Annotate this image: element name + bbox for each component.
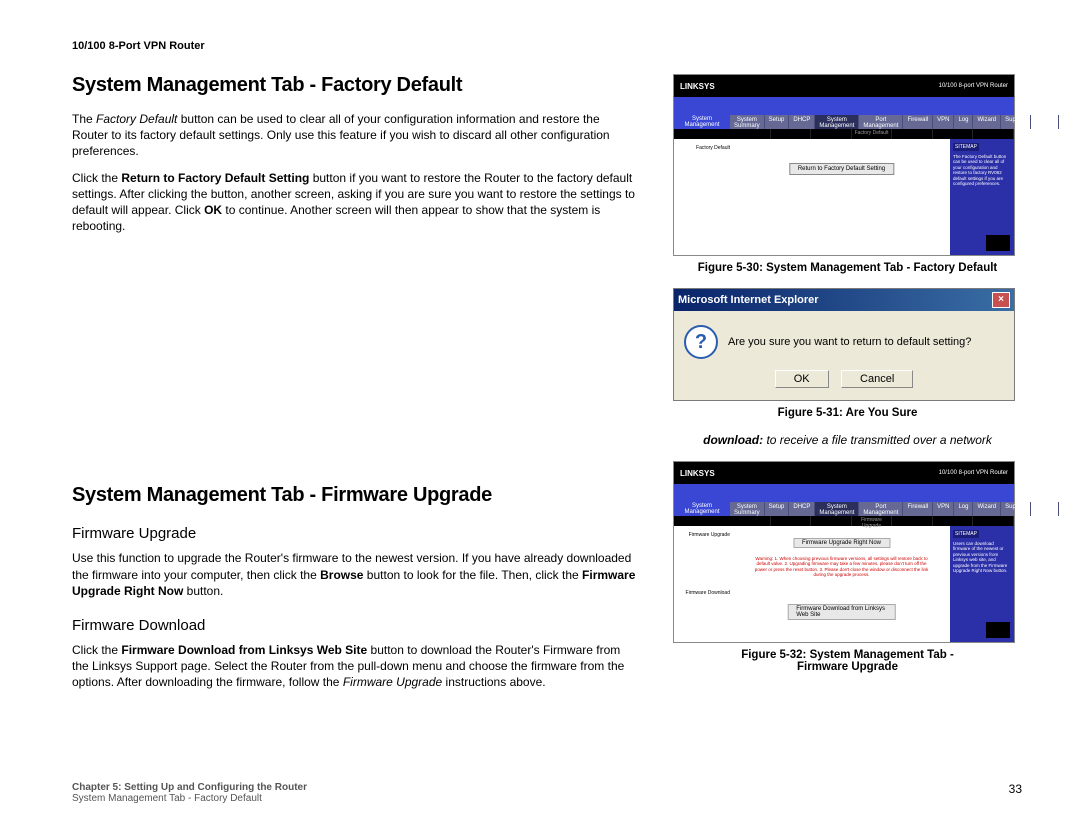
section1-p1: The Factory Default button can be used t…: [72, 111, 637, 160]
section1-title: System Management Tab - Factory Default: [72, 74, 637, 97]
product-header: 10/100 8-Port VPN Router: [72, 40, 1022, 52]
page-footer: Chapter 5: Setting Up and Configuring th…: [72, 782, 1022, 804]
firmware-download-button[interactable]: Firmware Download from Linksys Web Site: [787, 604, 896, 620]
firmware-warning: Warning: 1. When choosing previous firmw…: [752, 556, 932, 578]
firmware-upgrade-button[interactable]: Firmware Upgrade Right Now: [793, 538, 890, 548]
figure-31-caption: Figure 5-31: Are You Sure: [673, 407, 1022, 419]
figure-30-screenshot: LINKSYS10/100 8-port VPN Router System M…: [673, 74, 1015, 256]
cancel-button[interactable]: Cancel: [841, 370, 913, 388]
page-number: 33: [1009, 782, 1022, 804]
figure-32-caption: Figure 5-32: System Management Tab -Firm…: [673, 649, 1022, 673]
section2-p3: Use this function to upgrade the Router'…: [72, 550, 637, 599]
figure-30-caption: Figure 5-30: System Management Tab - Fac…: [673, 262, 1022, 274]
left-column: System Management Tab - Factory Default …: [72, 74, 637, 700]
dialog-message: Are you sure you want to return to defau…: [728, 336, 971, 348]
download-note: download: to receive a file transmitted …: [673, 433, 1022, 447]
section2-sub2: Firmware Download: [72, 617, 637, 634]
ok-button[interactable]: OK: [775, 370, 829, 388]
section2-title: System Management Tab - Firmware Upgrade: [72, 484, 637, 507]
section2-p4: Click the Firmware Download from Linksys…: [72, 642, 637, 691]
factory-default-button[interactable]: Return to Factory Default Setting: [789, 163, 894, 175]
section2-sub1: Firmware Upgrade: [72, 525, 637, 542]
close-icon[interactable]: ×: [992, 292, 1010, 308]
section1-p2: Click the Return to Factory Default Sett…: [72, 170, 637, 235]
figure-32-screenshot: LINKSYS10/100 8-port VPN Router System M…: [673, 461, 1015, 643]
right-column: LINKSYS10/100 8-port VPN Router System M…: [673, 74, 1022, 700]
dialog-title: Microsoft Internet Explorer: [678, 294, 819, 306]
figure-31-dialog: Microsoft Internet Explorer × ? Are you …: [673, 288, 1015, 401]
question-icon: ?: [684, 325, 718, 359]
